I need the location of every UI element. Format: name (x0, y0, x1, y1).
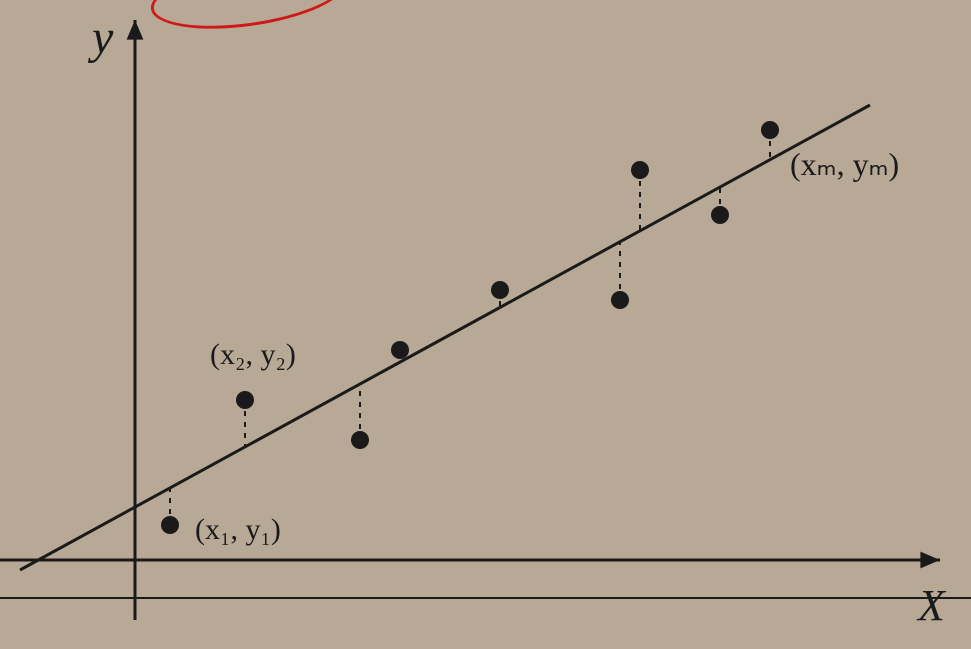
y-axis-label: y (92, 10, 113, 65)
point-label-0: (x₁, y₁) (195, 513, 281, 547)
x-axis-arrow (920, 552, 940, 569)
data-point-0 (161, 516, 179, 534)
data-point-3 (391, 341, 409, 359)
data-point-2 (351, 431, 369, 449)
point-label-8: (xₘ, yₘ) (790, 145, 899, 183)
diagram-canvas: y X (x₁, y₁) (x₂, y₂) (xₘ, yₘ) (0, 0, 971, 649)
data-point-1 (236, 391, 254, 409)
regression-line (20, 105, 870, 570)
point-label-1: (x₂, y₂) (210, 338, 296, 372)
plot-svg (0, 0, 971, 649)
y-axis-arrow (127, 20, 144, 40)
data-point-8 (761, 121, 779, 139)
data-point-4 (491, 281, 509, 299)
data-point-7 (711, 206, 729, 224)
data-point-5 (611, 291, 629, 309)
data-point-6 (631, 161, 649, 179)
x-axis-label: X (918, 580, 945, 631)
